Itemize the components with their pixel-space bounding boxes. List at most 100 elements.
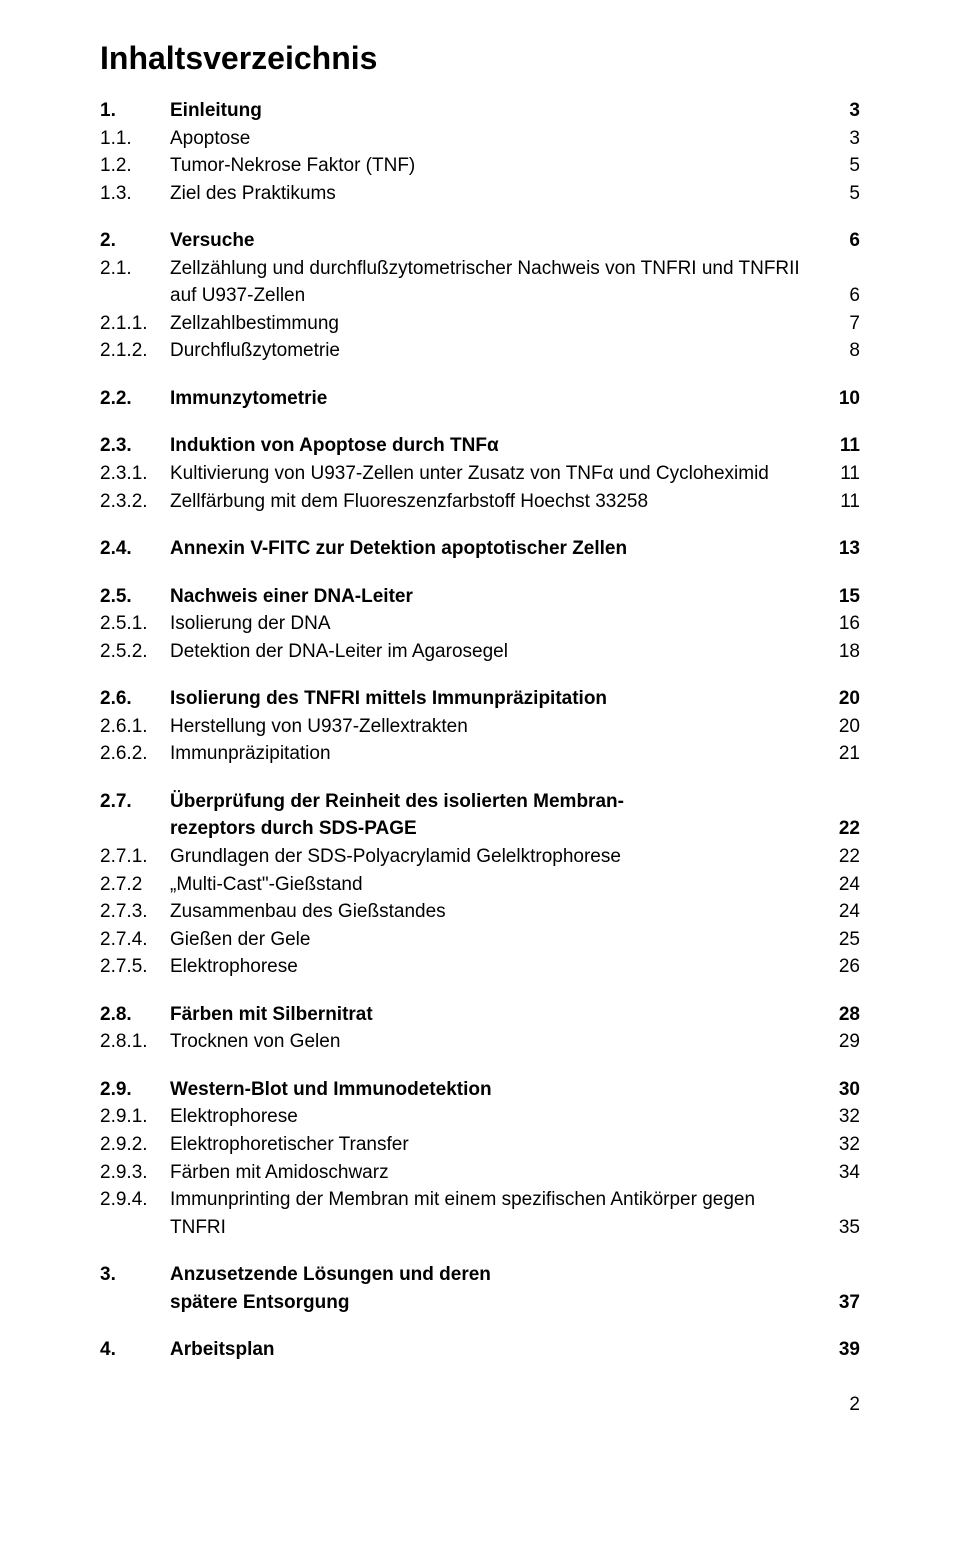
toc-number: 2.3.2. bbox=[100, 488, 170, 516]
toc-number: 2. bbox=[100, 227, 170, 255]
spacer bbox=[100, 1316, 860, 1336]
toc-number: 2.9.3. bbox=[100, 1159, 170, 1187]
toc-number: 1.2. bbox=[100, 152, 170, 180]
toc-label: Grundlagen der SDS-Polyacrylamid Gelelkt… bbox=[170, 843, 830, 871]
toc-number: 2.6.2. bbox=[100, 740, 170, 768]
toc-row: 3.Anzusetzende Lösungen und derenspätere… bbox=[100, 1261, 860, 1316]
toc-page: 10 bbox=[830, 385, 860, 413]
toc-label: Elektrophorese bbox=[170, 1103, 830, 1131]
toc-number: 2.8.1. bbox=[100, 1028, 170, 1056]
toc-number: 1.1. bbox=[100, 125, 170, 153]
toc-label: Annexin V-FITC zur Detektion apoptotisch… bbox=[170, 535, 830, 563]
toc-number: 2.1. bbox=[100, 255, 170, 283]
toc-label: Durchflußzytometrie bbox=[170, 337, 830, 365]
toc-page: 39 bbox=[830, 1336, 860, 1364]
toc-row: 2.Versuche6 bbox=[100, 227, 860, 255]
toc-label: Elektrophorese bbox=[170, 953, 830, 981]
toc-page: 6 bbox=[830, 227, 860, 255]
toc-label: Isolierung der DNA bbox=[170, 610, 830, 638]
toc-row: 2.9.1.Elektrophorese32 bbox=[100, 1103, 860, 1131]
toc-row: 4.Arbeitsplan39 bbox=[100, 1336, 860, 1364]
toc-number: 2.9.1. bbox=[100, 1103, 170, 1131]
toc-page: 3 bbox=[830, 97, 860, 125]
toc-label: Färben mit Amidoschwarz bbox=[170, 1159, 830, 1187]
toc-row: 1.Einleitung3 bbox=[100, 97, 860, 125]
toc-number: 2.7.2 bbox=[100, 871, 170, 899]
toc-page: 34 bbox=[830, 1159, 860, 1187]
toc-page: 11 bbox=[830, 432, 860, 460]
toc-page: 35 bbox=[830, 1214, 860, 1242]
toc-row: 2.5.1.Isolierung der DNA16 bbox=[100, 610, 860, 638]
toc-label: Isolierung des TNFRI mittels Immunpräzip… bbox=[170, 685, 830, 713]
toc-label: Immunzytometrie bbox=[170, 385, 830, 413]
toc-row: 1.2.Tumor-Nekrose Faktor (TNF)5 bbox=[100, 152, 860, 180]
spacer bbox=[100, 515, 860, 535]
toc-row: 2.9.4.Immunprinting der Membran mit eine… bbox=[100, 1186, 860, 1241]
toc-page: 11 bbox=[830, 460, 860, 488]
toc-label: Kultivierung von U937-Zellen unter Zusat… bbox=[170, 460, 830, 488]
toc-number: 2.9.2. bbox=[100, 1131, 170, 1159]
spacer bbox=[100, 207, 860, 227]
toc-page: 26 bbox=[830, 953, 860, 981]
spacer bbox=[100, 563, 860, 583]
toc-row: 2.4.Annexin V-FITC zur Detektion apoptot… bbox=[100, 535, 860, 563]
toc-page: 5 bbox=[830, 180, 860, 208]
toc-container: 1.Einleitung31.1.Apoptose31.2.Tumor-Nekr… bbox=[100, 97, 860, 1364]
toc-number: 2.7.3. bbox=[100, 898, 170, 926]
toc-number: 2.7.1. bbox=[100, 843, 170, 871]
document-title: Inhaltsverzeichnis bbox=[100, 40, 860, 77]
toc-label: Gießen der Gele bbox=[170, 926, 830, 954]
toc-page: 8 bbox=[830, 337, 860, 365]
toc-label: Zellfärbung mit dem Fluoreszenzfarbstoff… bbox=[170, 488, 830, 516]
toc-row: 2.7.5. Elektrophorese26 bbox=[100, 953, 860, 981]
toc-page: 5 bbox=[830, 152, 860, 180]
spacer bbox=[100, 665, 860, 685]
toc-row: 2.7.3. Zusammenbau des Gießstandes24 bbox=[100, 898, 860, 926]
toc-row: 2.9.Western-Blot und Immunodetektion30 bbox=[100, 1076, 860, 1104]
toc-row: 2.1.2.Durchflußzytometrie8 bbox=[100, 337, 860, 365]
toc-page: 22 bbox=[830, 815, 860, 843]
toc-number: 2.3. bbox=[100, 432, 170, 460]
toc-label: Versuche bbox=[170, 227, 830, 255]
toc-row: 1.3.Ziel des Praktikums5 bbox=[100, 180, 860, 208]
toc-page: 7 bbox=[830, 310, 860, 338]
toc-label: Nachweis einer DNA-Leiter bbox=[170, 583, 830, 611]
toc-page: 24 bbox=[830, 871, 860, 899]
toc-label: Herstellung von U937-Zellextrakten bbox=[170, 713, 830, 741]
toc-label: Immunprinting der Membran mit einem spez… bbox=[170, 1186, 830, 1241]
toc-page: 30 bbox=[830, 1076, 860, 1104]
toc-label: Zellzahlbestimmung bbox=[170, 310, 830, 338]
toc-number: 2.9.4. bbox=[100, 1186, 170, 1214]
toc-row: 2.5.2.Detektion der DNA-Leiter im Agaros… bbox=[100, 638, 860, 666]
toc-number: 3. bbox=[100, 1261, 170, 1289]
toc-label: Zusammenbau des Gießstandes bbox=[170, 898, 830, 926]
toc-label: Trocknen von Gelen bbox=[170, 1028, 830, 1056]
toc-row: 2.7.Überprüfung der Reinheit des isolier… bbox=[100, 788, 860, 843]
toc-row: 2.7.4. Gießen der Gele25 bbox=[100, 926, 860, 954]
toc-row: 2.6.2.Immunpräzipitation21 bbox=[100, 740, 860, 768]
toc-page: 20 bbox=[830, 713, 860, 741]
spacer bbox=[100, 1056, 860, 1076]
toc-label: Arbeitsplan bbox=[170, 1336, 830, 1364]
toc-number: 2.9. bbox=[100, 1076, 170, 1104]
toc-label: Western-Blot und Immunodetektion bbox=[170, 1076, 830, 1104]
page-number: 2 bbox=[100, 1394, 860, 1416]
spacer bbox=[100, 1241, 860, 1261]
toc-page: 15 bbox=[830, 583, 860, 611]
toc-row: 2.9.3.Färben mit Amidoschwarz34 bbox=[100, 1159, 860, 1187]
toc-row: 1.1.Apoptose3 bbox=[100, 125, 860, 153]
toc-page: 29 bbox=[830, 1028, 860, 1056]
toc-page: 28 bbox=[830, 1001, 860, 1029]
toc-number: 2.7.5. bbox=[100, 953, 170, 981]
toc-page: 13 bbox=[830, 535, 860, 563]
toc-row: 2.8.1.Trocknen von Gelen29 bbox=[100, 1028, 860, 1056]
toc-label: Detektion der DNA-Leiter im Agarosegel bbox=[170, 638, 830, 666]
toc-page: 22 bbox=[830, 843, 860, 871]
toc-page: 3 bbox=[830, 125, 860, 153]
toc-label: Anzusetzende Lösungen und derenspätere E… bbox=[170, 1261, 830, 1316]
toc-number: 2.7. bbox=[100, 788, 170, 816]
spacer bbox=[100, 768, 860, 788]
toc-number: 1. bbox=[100, 97, 170, 125]
toc-row: 2.6.Isolierung des TNFRI mittels Immunpr… bbox=[100, 685, 860, 713]
toc-page: 16 bbox=[830, 610, 860, 638]
